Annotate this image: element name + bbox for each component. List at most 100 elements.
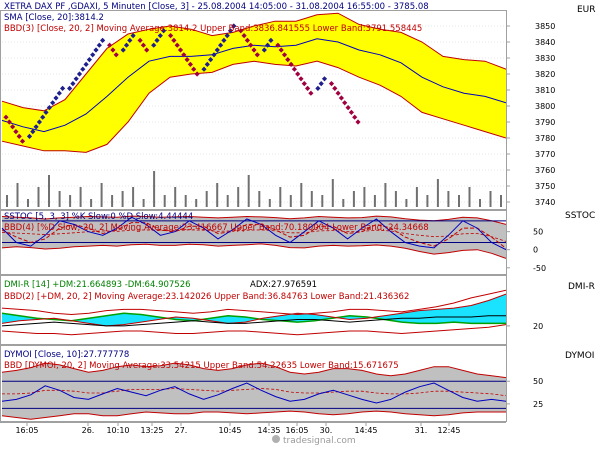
price-lower-band-line [1,60,506,153]
volume-bar [100,183,103,207]
pnf-box [288,61,294,67]
watermark-logo-icon [272,435,280,443]
x-tick-label: 10:10 [106,426,129,435]
sstoc-ytick-label: -50 [533,264,546,273]
volume-bar [58,191,61,207]
pnf-box [298,76,304,82]
dymoi-ytick-label: 25 [533,400,543,409]
pnf-box [338,95,344,101]
pnf-box [291,66,297,72]
header-title: XETRA DAX PF ,GDAXI, 5 Minuten [Close, 3… [4,2,429,12]
sstoc-ytick-label: 50 [533,228,543,237]
dmi-legend: DMI-R [14] +DM:21.664893 -DM:64.907526 [4,280,191,290]
volume-bar [237,187,240,207]
price-ytick-label: 3790 [535,118,555,127]
dymoi-ytick-label: 50 [533,377,543,386]
volume-bar [132,187,135,207]
volume-bar [48,175,50,207]
volume-bar [321,195,324,207]
adx-legend: ADX:27.976591 [250,280,317,290]
pnf-box [177,47,184,53]
volume-bar [447,191,450,207]
pnf-box [174,42,180,48]
sstoc-legend: SSTOC [5, 3, 3] %K Slow:0 %D Slow:4.4444… [4,212,193,222]
volume-bar [373,195,376,207]
dmi-spread-area [2,294,506,326]
x-tick-label: 27. [175,426,188,435]
pnf-box [83,61,89,67]
volume-bar [300,183,303,207]
x-tick-label: 14:35 [257,426,280,435]
volume-bar [184,195,187,207]
pnf-box [194,71,200,77]
volume-bar [16,183,19,207]
pnf-box [161,28,167,34]
dymoi-legend: DYMOI [Close, 10]:27.777778 [4,350,129,360]
pnf-box [90,52,96,58]
pnf-box [13,129,19,135]
pnf-box [140,42,146,48]
pnf-box [275,42,281,48]
pnf-box [123,42,130,48]
sstoc-panel [1,215,506,259]
pnf-box [201,66,207,72]
pnf-box [191,66,197,72]
pnf-box [67,85,73,91]
volume-bar [258,191,261,207]
pnf-box [110,47,116,53]
volume-bar [363,187,366,207]
pnf-box [46,105,52,111]
bbd-price-legend: BBD(3) [Close, 20, 2] Moving Average:381… [4,24,422,34]
sstoc-d-line [1,222,506,249]
volume-bar [226,195,229,207]
pnf-box [60,85,66,91]
volume-bar [279,187,282,207]
price-ytick-label: 3850 [535,22,555,31]
dmi-bbd-legend: BBD(2) [+DM, 20, 2] Moving Average:23.14… [4,292,409,302]
dmi-adx-line [1,315,506,327]
pnf-box [204,61,210,67]
volume-bar [216,183,219,207]
pnf-box [73,76,79,82]
pnf-box [157,33,163,39]
pnf-box [184,57,190,63]
x-tick-label: 16:05 [285,426,308,435]
x-tick-label: 12:45 [437,426,460,435]
volume-bar [153,171,156,207]
volume-bar [405,199,408,207]
dymoi-panel [1,362,506,420]
pnf-box [56,90,62,96]
pnf-box [265,42,271,48]
pnf-box [26,133,33,139]
volume-bar [247,175,250,207]
price-ytick-label: 3750 [535,182,555,191]
price-ytick-label: 3770 [535,150,555,159]
watermark: tradesignal.com [272,435,356,446]
pnf-box [151,42,157,48]
pnf-box [100,37,106,43]
volume-bar [37,187,40,207]
pnf-box [211,52,217,58]
pnf-box [43,109,49,115]
volume-bar [384,183,387,207]
volume-bar [489,191,492,207]
pnf-box [181,52,187,58]
pnf-box [113,52,119,58]
pnf-box [335,90,341,96]
sstoc-panel-name: SSTOC [565,211,595,221]
x-tick-label: 31. [415,426,428,435]
volume-bar [205,191,208,207]
pnf-box [268,37,274,43]
volume-bar [458,195,460,207]
price-ytick-label: 3840 [535,38,555,47]
pnf-box [30,129,36,135]
x-tick-label: 26. [82,426,95,435]
sstoc-ma-line [1,229,506,242]
volume-bar [142,199,145,207]
pnf-box [214,47,220,53]
volume-bar [121,191,124,207]
pnf-box [301,81,307,87]
volume-bar [436,179,439,207]
